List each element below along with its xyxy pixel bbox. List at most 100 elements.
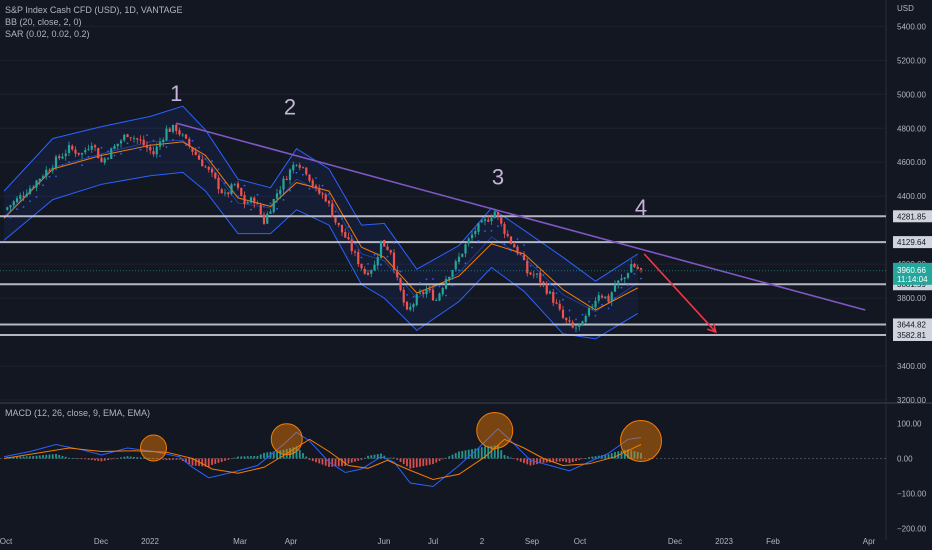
candle-body [617, 280, 620, 285]
candle-body [396, 270, 399, 278]
macd-highlight-circle-1[interactable] [140, 434, 167, 462]
macd-histogram-bar [419, 458, 421, 467]
drawings[interactable]: 1 2 3 4 [170, 81, 866, 334]
candle-body [275, 193, 279, 199]
level-tag-bg-1 [893, 236, 932, 249]
level-tag-4: 3582.81 [897, 331, 926, 340]
candle-body [22, 195, 25, 197]
macd-histogram-bar [516, 458, 519, 461]
macd-histogram-bar [464, 450, 467, 459]
candle-body [623, 277, 626, 279]
macd-histogram-bar [448, 456, 451, 459]
sar-dot [367, 263, 369, 265]
sar-dot [256, 193, 259, 196]
sar-dot [198, 146, 200, 149]
macd-histogram-bar [552, 458, 555, 462]
chart-legend: S&P Index Cash CFD (USD), 1D, VANTAGE BB… [5, 4, 183, 40]
macd-histogram-bar [406, 458, 408, 467]
macd-histogram-bar [308, 458, 311, 460]
candle-body [178, 130, 181, 135]
sar-dot [471, 246, 473, 249]
macd-histogram-bar [74, 458, 77, 459]
down-arrow-shaft[interactable] [643, 253, 717, 333]
bb-legend[interactable]: BB (20, close, 2, 0) [5, 17, 82, 27]
candle-body [350, 239, 353, 252]
sar-dot [445, 294, 447, 297]
sar-dot [516, 238, 519, 240]
macd-highlight-circle-2[interactable] [270, 423, 303, 456]
macd-histogram-bar [441, 458, 444, 460]
macd-histogram-bar [432, 458, 434, 465]
trendline[interactable] [176, 122, 866, 311]
countdown-tag: 11:14:04 [897, 275, 928, 284]
macd-histogram-bar [71, 458, 74, 459]
macd-histogram-bar [139, 457, 142, 459]
macd-highlight-circle-4[interactable] [620, 420, 662, 462]
macd-histogram-bar [565, 458, 568, 463]
macd-highlight-circle-3[interactable] [476, 412, 514, 449]
macd-histogram-bar [324, 458, 327, 466]
candle-body [25, 193, 28, 197]
candle-body [509, 236, 513, 244]
macd-histogram-bar [428, 458, 431, 465]
macd-histogram-bar [334, 458, 337, 467]
time-tick-label-12: Feb [766, 537, 780, 546]
macd-histogram-bar [341, 458, 343, 467]
macd-histogram-bar [562, 458, 564, 462]
parabolic-sar [9, 134, 642, 321]
candle-body [519, 252, 522, 255]
down-arrow-head[interactable] [706, 323, 717, 334]
sar-legend[interactable]: SAR (0.02, 0.02, 0.2) [5, 29, 90, 39]
symbol-title[interactable]: S&P Index Cash CFD (USD), 1D, VANTAGE [5, 5, 183, 15]
macd-histogram-bar [97, 458, 100, 461]
sar-dot [107, 150, 109, 153]
candle-body [604, 296, 607, 299]
candle-body [204, 166, 207, 168]
candle-body [389, 250, 392, 253]
sar-dot [406, 293, 408, 296]
candle-body [321, 193, 324, 195]
candle-body [168, 128, 171, 132]
candle-body [571, 322, 574, 328]
sar-dot [139, 148, 142, 151]
wave-label-4[interactable]: 4 [635, 195, 647, 220]
candle-body [457, 256, 461, 262]
sar-dot [503, 243, 506, 246]
macd-histogram-bar [497, 445, 499, 459]
wave-label-1[interactable]: 1 [170, 81, 182, 106]
time-tick-label-4: Apr [285, 537, 298, 546]
macd-histogram-bar [601, 455, 603, 459]
candle-body [425, 289, 428, 295]
horizontal-levels[interactable] [0, 215, 886, 336]
wave-label-2[interactable]: 2 [284, 95, 296, 120]
candle-body [129, 137, 132, 139]
sar-dot [172, 138, 174, 141]
sar-dot [347, 225, 350, 228]
candle-body [415, 294, 418, 305]
macd-histogram-bar [438, 458, 441, 461]
macd-legend[interactable]: MACD (12, 26, close, 9, EMA, EMA) [5, 408, 151, 418]
candle-body [490, 218, 493, 222]
sar-dot [308, 187, 311, 190]
candle-body [454, 261, 457, 270]
macd-histogram-bar [539, 458, 542, 464]
time-tick-label-11: 2023 [715, 537, 733, 546]
macd-histogram-bar [529, 458, 532, 466]
macd-histogram-bar [412, 458, 415, 468]
candle-body [594, 300, 597, 308]
sar-dot [22, 206, 25, 208]
candle-body [113, 145, 116, 150]
wave-label-3[interactable]: 3 [492, 164, 504, 189]
macd-histogram-bar [123, 456, 126, 459]
macd-histogram-bar [227, 458, 230, 460]
sar-dot [9, 216, 12, 219]
candle-body [155, 146, 158, 155]
macd-histogram-bar [315, 458, 317, 463]
macd-histogram-bar [253, 456, 256, 459]
candle-body [402, 289, 405, 303]
price-tick-label-9: 3200.00 [897, 396, 926, 405]
sar-dot [237, 195, 239, 198]
macd-histogram-bar [493, 445, 496, 459]
macd-histogram-bar [523, 458, 525, 464]
